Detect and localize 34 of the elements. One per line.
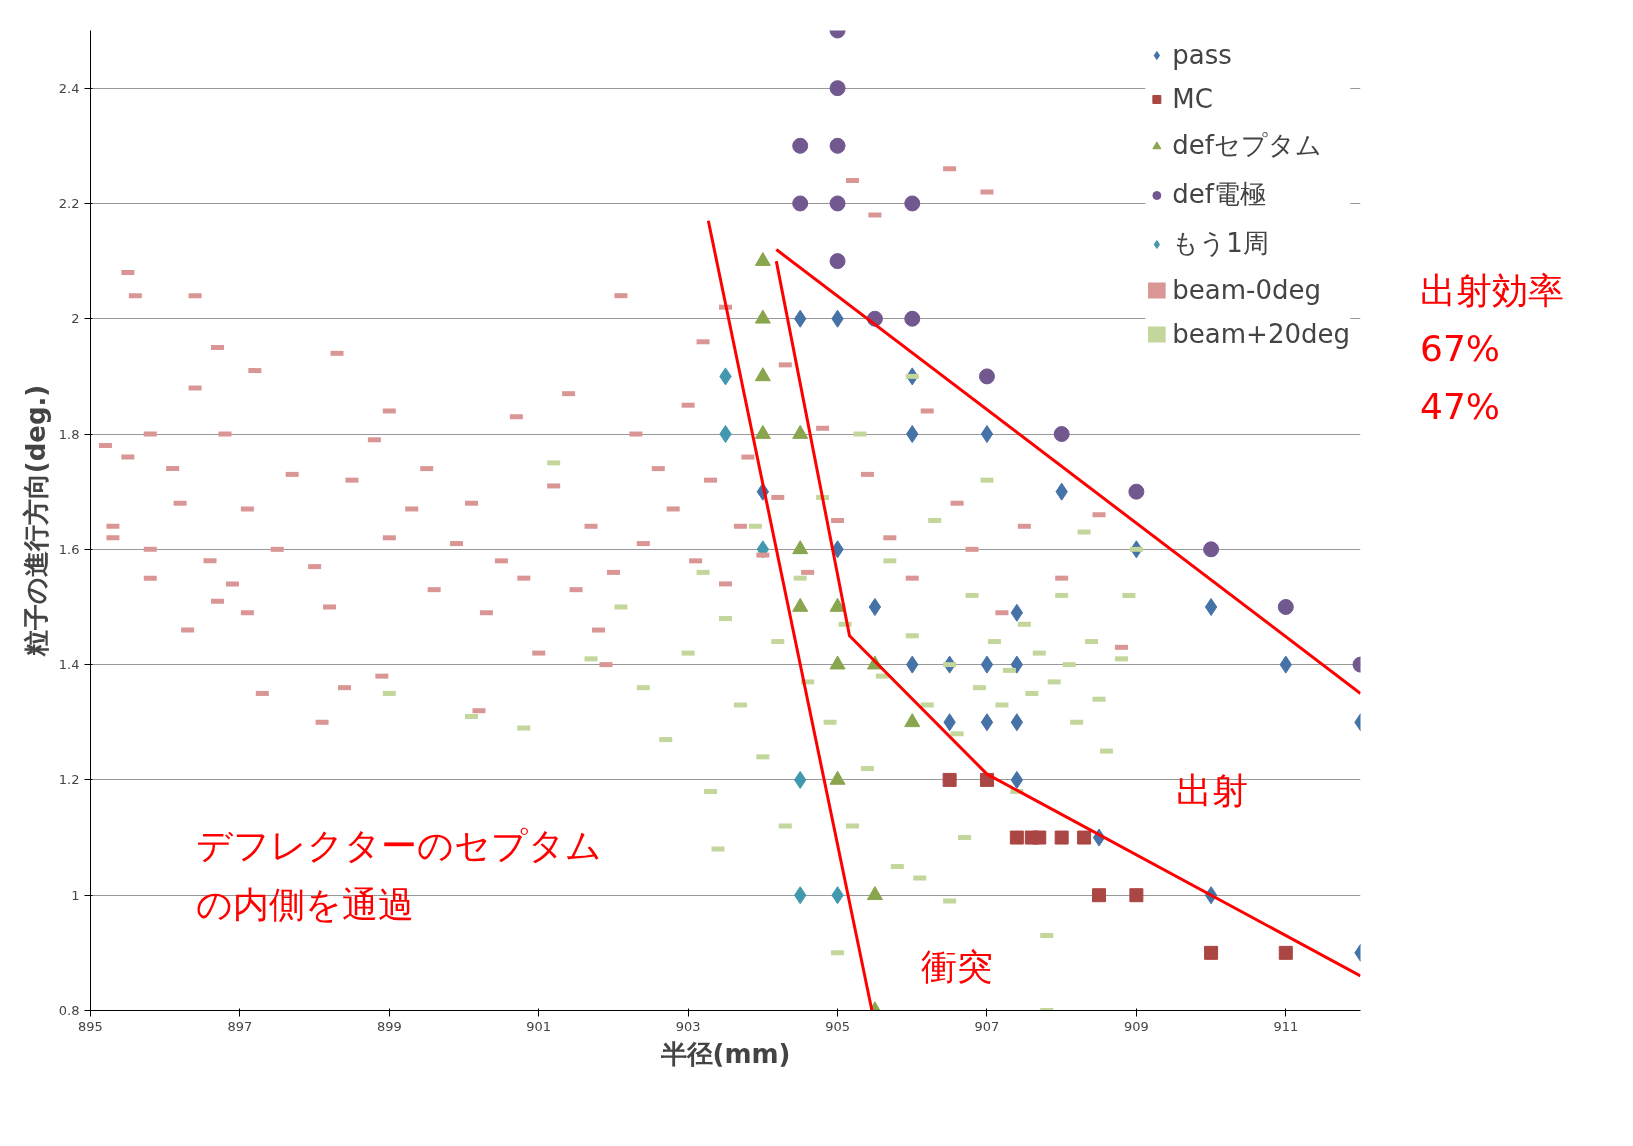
- y-tick-label: 1.6: [58, 541, 80, 557]
- legend-label: beam+20deg: [1172, 319, 1350, 349]
- x-tick-label: 911: [1273, 1018, 1299, 1034]
- legend-label: MC: [1172, 84, 1213, 114]
- legend-label: def電極: [1172, 178, 1267, 211]
- y-tick-label: 1.2: [58, 772, 80, 788]
- y-tick-label: 1: [71, 887, 80, 903]
- text: 47%: [1420, 385, 1501, 429]
- text: 出射効率: [1420, 269, 1564, 313]
- y-tick-label: 0.8: [58, 1003, 80, 1018]
- y-tick-label: 2.2: [58, 195, 80, 211]
- legend-label: beam-0deg: [1172, 275, 1322, 305]
- y-tick-label: 2: [71, 311, 80, 327]
- annotation: の内側を通過: [195, 883, 414, 925]
- legend-label: defセプタム: [1172, 129, 1323, 162]
- annotation: 衝突: [920, 945, 993, 987]
- annotation: デフレクターのセプタム: [195, 824, 602, 866]
- y-tick-label: 1.8: [58, 426, 80, 442]
- x-tick-label: 903: [675, 1018, 701, 1034]
- x-tick-label: 899: [376, 1018, 402, 1034]
- y-axis-title: 粒子の進行方向(deg.): [20, 384, 51, 658]
- x-tick-label: 897: [227, 1018, 253, 1034]
- x-tick-label: 905: [825, 1018, 850, 1034]
- legend-label: もう1周: [1172, 227, 1269, 260]
- x-tick-label: 907: [974, 1018, 1000, 1034]
- annotation: 出射: [1175, 769, 1248, 811]
- x-axis-title: 半径(mm): [659, 1038, 791, 1069]
- x-tick-label: 895: [78, 1018, 103, 1034]
- x-tick-label: 909: [1123, 1018, 1149, 1034]
- y-tick-label: 2.4: [58, 80, 80, 96]
- x-tick-label: 901: [526, 1018, 552, 1034]
- y-tick-label: 1.4: [58, 657, 80, 673]
- legend-label: pass: [1172, 40, 1232, 70]
- text: 67%: [1420, 327, 1501, 371]
